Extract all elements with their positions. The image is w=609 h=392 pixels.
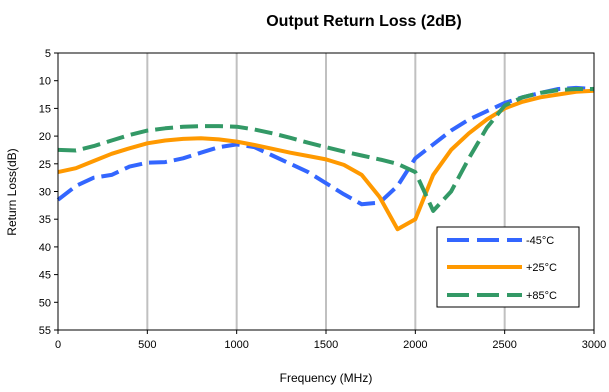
legend-label: +25°C [526,262,557,274]
x-tick-label: 3000 [582,339,606,351]
y-tick-label: 10 [39,76,51,88]
y-tick-label: 20 [39,131,51,143]
y-tick-label: 35 [39,214,51,226]
x-tick-label: 1500 [314,339,338,351]
y-tick-label: 40 [39,242,51,254]
y-axis-label: Return Loss(dB) [5,148,19,235]
y-tick-label: 5 [45,48,51,60]
x-tick-label: 2500 [492,339,516,351]
x-tick-label: 500 [138,339,156,351]
y-tick-label: 25 [39,159,51,171]
chart-title: Output Return Loss (2dB) [266,13,462,30]
series-lines [56,85,595,232]
y-tick-label: 55 [39,325,51,337]
legend: -45°C +25°C +85°C [436,226,580,308]
legend-label: -45°C [526,235,554,247]
x-tick-label: 0 [55,339,61,351]
series-line-2 [57,87,594,213]
x-axis-label: Frequency (MHz) [280,371,373,385]
axis-ticks: 0 500 1000 1500 2000 2500 3000 5 10 15 20 25 30 35 40 4… [39,48,606,351]
y-tick-label: 45 [39,270,51,282]
y-tick-label: 15 [39,103,51,115]
legend-label: +85°C [526,290,557,302]
y-tick-label: 30 [39,187,51,199]
x-tick-label: 1000 [224,339,248,351]
x-tick-label: 2000 [403,339,427,351]
series-line-0 [56,85,595,207]
y-tick-label: 50 [39,297,51,309]
